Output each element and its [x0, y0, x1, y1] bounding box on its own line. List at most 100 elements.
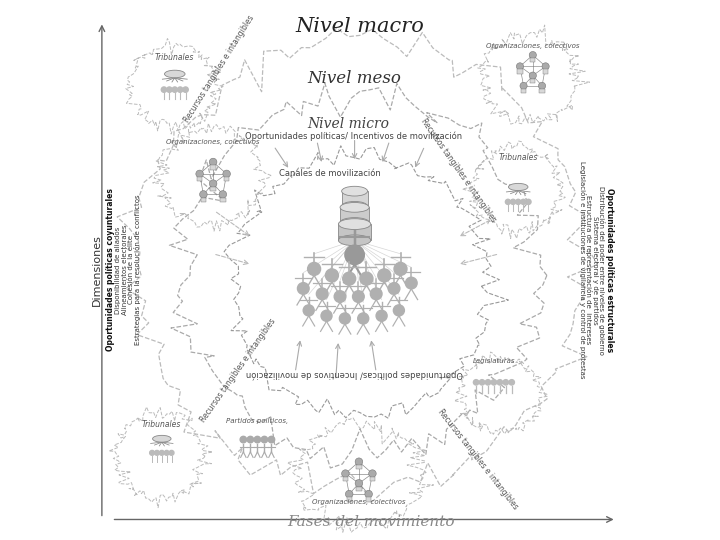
- Ellipse shape: [340, 218, 369, 227]
- Circle shape: [393, 305, 405, 316]
- Circle shape: [240, 436, 246, 443]
- Circle shape: [542, 63, 549, 70]
- Circle shape: [321, 310, 332, 321]
- Circle shape: [505, 199, 510, 205]
- FancyBboxPatch shape: [340, 207, 369, 222]
- Circle shape: [498, 380, 503, 385]
- Bar: [220, 198, 225, 202]
- Bar: [530, 79, 536, 83]
- FancyBboxPatch shape: [338, 224, 371, 240]
- Text: Organizaciones, colectivos: Organizaciones, colectivos: [166, 139, 260, 145]
- Circle shape: [254, 436, 261, 443]
- Circle shape: [474, 380, 479, 385]
- Text: Tribunales: Tribunales: [142, 420, 181, 429]
- Text: Oportunidades políticas/ Incentivos de movilización: Oportunidades políticas/ Incentivos de m…: [245, 131, 462, 141]
- Circle shape: [325, 269, 338, 282]
- Circle shape: [210, 158, 217, 166]
- Circle shape: [307, 262, 320, 275]
- Text: Recursos tangibles e intangibles: Recursos tangibles e intangibles: [436, 408, 519, 511]
- Text: Tribunales: Tribunales: [155, 53, 194, 62]
- Ellipse shape: [165, 70, 185, 78]
- Circle shape: [516, 63, 523, 70]
- Text: Recursos tangibles e intangibles: Recursos tangibles e intangibles: [182, 14, 256, 124]
- Circle shape: [346, 490, 353, 498]
- Circle shape: [529, 51, 536, 59]
- Text: Oportunidades políticas estructurales: Oportunidades políticas estructurales: [605, 188, 614, 352]
- Circle shape: [183, 87, 188, 92]
- Text: Recursos tangibles e intangibles: Recursos tangibles e intangibles: [199, 316, 278, 424]
- Circle shape: [521, 199, 526, 205]
- Circle shape: [480, 380, 485, 385]
- Circle shape: [159, 450, 164, 455]
- Bar: [210, 187, 216, 191]
- Bar: [346, 497, 352, 502]
- Circle shape: [376, 310, 387, 321]
- Ellipse shape: [338, 235, 371, 246]
- Text: Disponibilidad de aliados: Disponibilidad de aliados: [115, 226, 121, 314]
- Text: Fases del movimiento: Fases del movimiento: [287, 515, 454, 529]
- Circle shape: [526, 199, 531, 205]
- Circle shape: [516, 199, 521, 205]
- Bar: [201, 198, 206, 202]
- Bar: [343, 477, 348, 481]
- Ellipse shape: [340, 202, 369, 212]
- Bar: [356, 465, 361, 469]
- Circle shape: [155, 450, 159, 455]
- Circle shape: [167, 87, 172, 92]
- Circle shape: [539, 82, 546, 90]
- Circle shape: [219, 191, 227, 198]
- Circle shape: [388, 282, 400, 294]
- Bar: [543, 70, 548, 73]
- Circle shape: [405, 277, 417, 289]
- Circle shape: [172, 87, 177, 92]
- Circle shape: [341, 470, 349, 477]
- Circle shape: [178, 87, 183, 92]
- Text: Distribución del poder entre niveles de gobierno: Distribución del poder entre niveles de …: [598, 186, 606, 354]
- Circle shape: [353, 291, 364, 302]
- Ellipse shape: [338, 219, 371, 230]
- Circle shape: [529, 72, 536, 79]
- Circle shape: [164, 450, 169, 455]
- Bar: [224, 177, 229, 181]
- Text: Nivel meso: Nivel meso: [307, 70, 402, 87]
- Bar: [197, 177, 202, 181]
- Text: Partidos políticos,: Partidos políticos,: [226, 417, 289, 424]
- Circle shape: [355, 480, 363, 487]
- Circle shape: [378, 269, 391, 282]
- Circle shape: [394, 262, 407, 275]
- Bar: [539, 89, 544, 93]
- Circle shape: [161, 87, 167, 92]
- Text: Cohesión de la élite: Cohesión de la élite: [128, 235, 134, 305]
- Ellipse shape: [342, 201, 368, 211]
- Circle shape: [199, 191, 207, 198]
- Circle shape: [210, 180, 217, 187]
- Circle shape: [343, 272, 356, 285]
- Circle shape: [268, 436, 275, 443]
- Bar: [518, 70, 523, 73]
- Circle shape: [334, 291, 346, 302]
- Circle shape: [169, 450, 174, 455]
- Text: Estrategias para la resolución de conflictos: Estrategias para la resolución de confli…: [134, 195, 141, 345]
- Circle shape: [247, 436, 253, 443]
- Circle shape: [503, 380, 508, 385]
- Text: Legislación e instituciones de vigilancia y control de protestas: Legislación e instituciones de vigilanci…: [579, 161, 586, 379]
- Circle shape: [520, 82, 527, 90]
- Circle shape: [339, 313, 351, 324]
- Text: Organizaciones, colectivos: Organizaciones, colectivos: [312, 499, 405, 505]
- Bar: [521, 89, 526, 93]
- Bar: [370, 477, 375, 481]
- Circle shape: [369, 470, 376, 477]
- Text: Oportunidades políticas coyunturales: Oportunidades políticas coyunturales: [106, 188, 115, 352]
- Circle shape: [509, 380, 515, 385]
- Text: Dimensiones: Dimensiones: [91, 234, 102, 306]
- Circle shape: [316, 288, 328, 300]
- Circle shape: [370, 288, 382, 300]
- Bar: [356, 487, 361, 491]
- Circle shape: [365, 490, 372, 498]
- Text: Recursos tangibles e intangibles: Recursos tangibles e intangibles: [419, 116, 498, 224]
- Ellipse shape: [508, 184, 528, 191]
- Bar: [210, 165, 216, 170]
- Circle shape: [297, 282, 309, 294]
- Text: Oportunidades políticas/ Incentivos de movilización: Oportunidades políticas/ Incentivos de m…: [246, 369, 463, 379]
- Text: Organizaciones, colectivos: Organizaciones, colectivos: [486, 43, 580, 49]
